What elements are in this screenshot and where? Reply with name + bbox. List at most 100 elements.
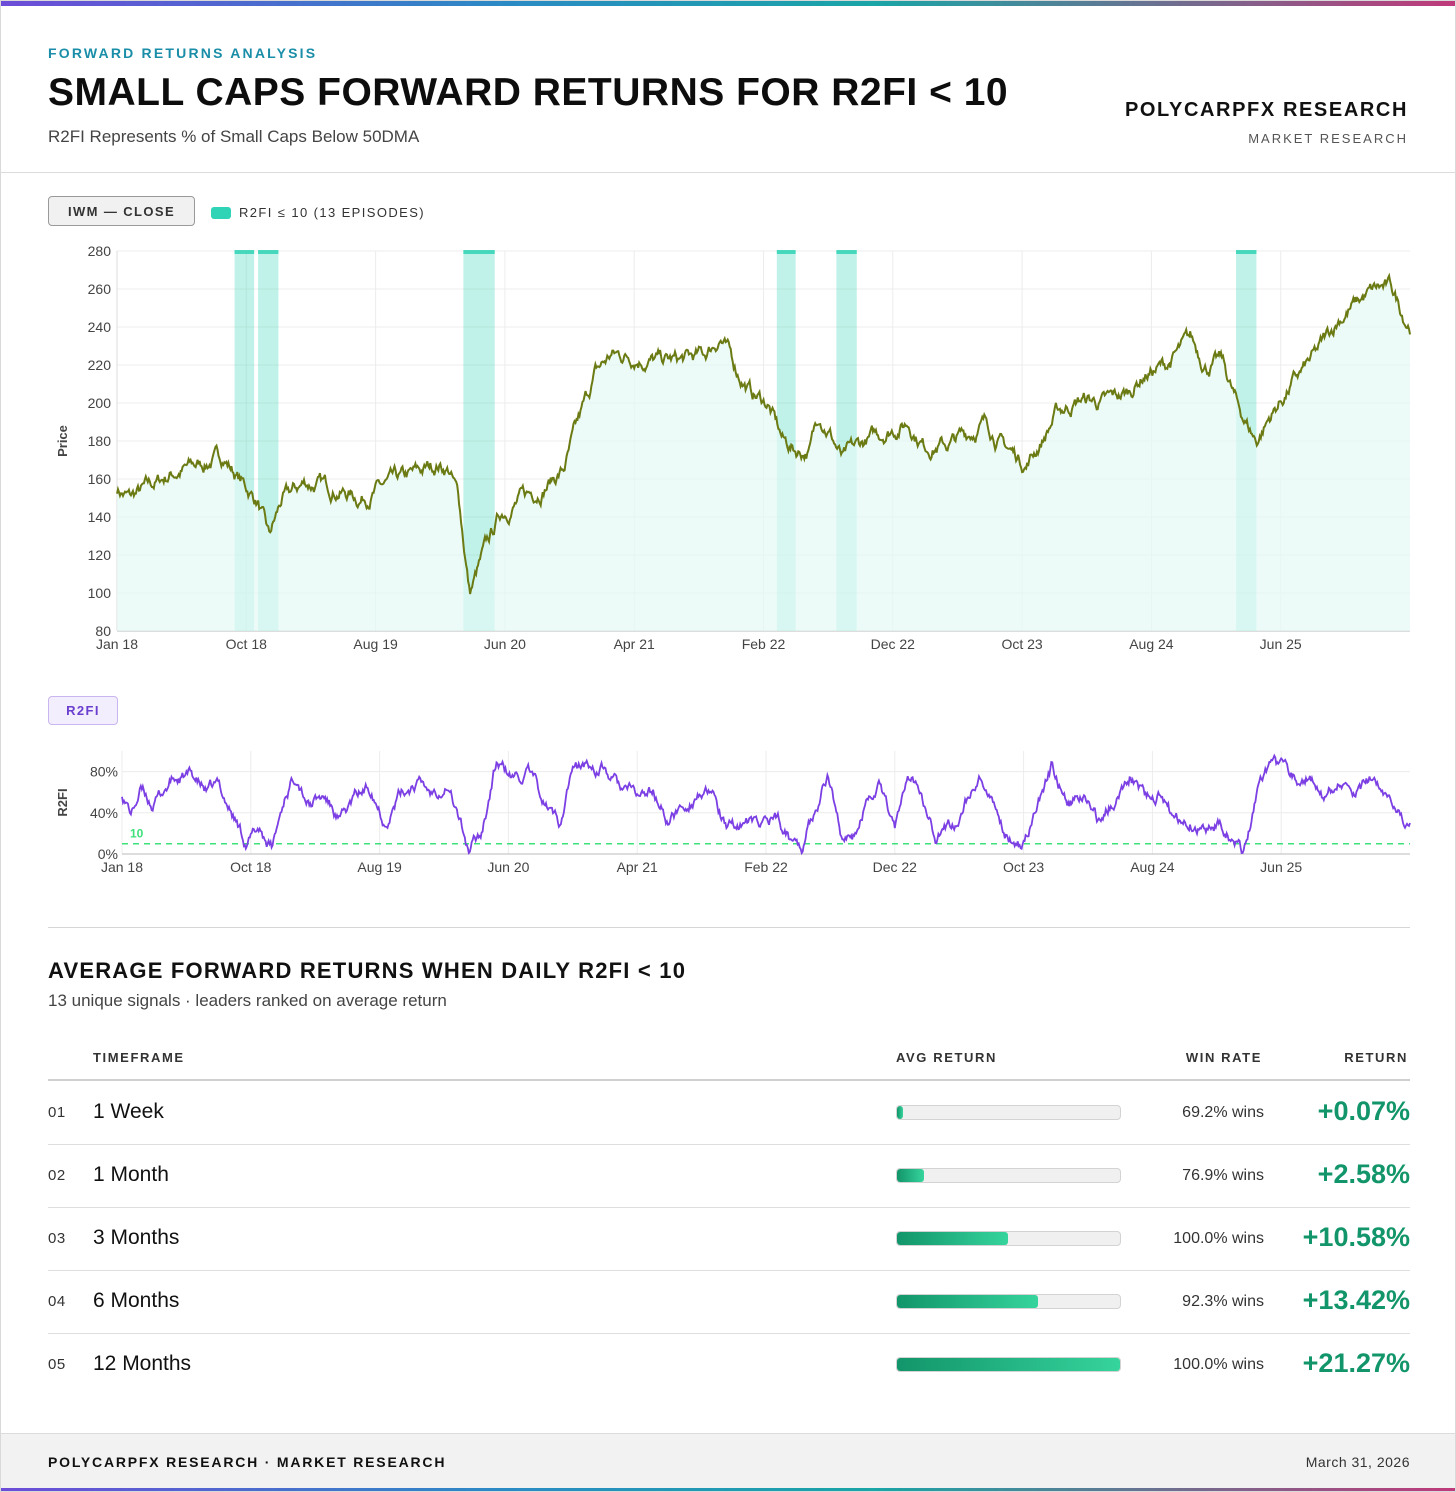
x-tick-label: Oct 18 <box>226 636 267 652</box>
y-axis-label: R2FI <box>55 788 70 816</box>
x-tick-label: Aug 19 <box>353 636 398 652</box>
x-tick-label: Jun 25 <box>1260 636 1302 652</box>
row-index: 01 <box>48 1104 66 1121</box>
y-tick-label: 200 <box>88 395 112 411</box>
episode-legend: R2FI ≤ 10 (13 EPISODES) <box>211 205 425 220</box>
return-bar-fill <box>897 1358 1120 1371</box>
y-tick-label: 0% <box>98 846 118 862</box>
row-win-rate: 100.0% wins <box>1173 1356 1264 1373</box>
episode-band-cap <box>776 250 796 254</box>
top-gradient-bar <box>1 1 1455 6</box>
x-tick-label: Oct 18 <box>230 859 271 875</box>
return-bar-track <box>896 1168 1121 1183</box>
bottom-gradient-bar <box>1 1488 1455 1491</box>
return-bar-fill <box>897 1232 1008 1245</box>
episode-legend-label: R2FI ≤ 10 (13 EPISODES) <box>239 205 425 220</box>
y-tick-label: 260 <box>88 281 112 297</box>
return-bar-fill <box>897 1169 925 1182</box>
row-timeframe: 1 Week <box>93 1100 164 1123</box>
row-timeframe: 3 Months <box>93 1226 180 1249</box>
y-tick-label: 80 <box>95 623 111 639</box>
footer-brand: POLYCARPFX RESEARCH · MARKET RESEARCH <box>48 1454 447 1470</box>
row-win-rate: 92.3% wins <box>1182 1293 1264 1310</box>
x-tick-label: Jan 18 <box>101 859 143 875</box>
row-return: +13.42% <box>1302 1285 1410 1315</box>
page-subtitle: R2FI Represents % of Small Caps Below 50… <box>48 127 420 146</box>
header-return: RETURN <box>1344 1050 1408 1065</box>
x-tick-label: Aug 24 <box>1129 636 1174 652</box>
y-tick-label: 160 <box>88 471 112 487</box>
header-divider <box>1 172 1455 173</box>
price-area <box>117 275 1410 631</box>
row-win-rate: 100.0% wins <box>1173 1230 1264 1247</box>
header-timeframe: TIMEFRAME <box>93 1050 185 1065</box>
episode-band-cap <box>836 250 857 254</box>
y-tick-label: 100 <box>88 585 112 601</box>
row-return: +0.07% <box>1317 1096 1410 1126</box>
y-tick-label: 180 <box>88 433 112 449</box>
episode-band-cap <box>234 250 255 254</box>
returns-subtitle: 13 unique signals · leaders ranked on av… <box>48 991 447 1010</box>
table-row[interactable]: 02 1 Month 76.9% wins +2.58% <box>48 1145 1410 1208</box>
row-return: +10.58% <box>1302 1222 1410 1252</box>
return-bar-track <box>896 1105 1121 1120</box>
y-tick-label: 40% <box>90 805 118 821</box>
threshold-label: 10 <box>130 827 144 841</box>
header-avg-return: AVG RETURN <box>896 1050 997 1065</box>
returns-title: AVERAGE FORWARD RETURNS WHEN DAILY R2FI … <box>48 958 687 983</box>
table-header-rule <box>48 1079 1410 1081</box>
table-row[interactable]: 04 6 Months 92.3% wins +13.42% <box>48 1271 1410 1334</box>
x-tick-label: Feb 22 <box>742 636 786 652</box>
y-tick-label: 140 <box>88 509 112 525</box>
episode-band-cap <box>1236 250 1257 254</box>
y-axis-label: Price <box>55 425 70 457</box>
y-tick-label: 220 <box>88 357 112 373</box>
row-index: 03 <box>48 1230 66 1247</box>
brand-name: POLYCARPFX RESEARCH <box>1124 99 1408 121</box>
row-timeframe: 12 Months <box>93 1352 192 1375</box>
return-bar-track <box>896 1231 1121 1246</box>
x-tick-label: Aug 24 <box>1130 859 1175 875</box>
x-tick-label: Oct 23 <box>1001 636 1042 652</box>
price-line <box>116 272 1411 595</box>
row-index: 02 <box>48 1167 66 1184</box>
r2fi-chart: 0% 40% 80% Jan 18 Oct 18 Aug 19 Jun 20 Apr 21 Fe… <box>55 751 1411 875</box>
episode-band-cap <box>463 250 495 254</box>
brand-subtitle: MARKET RESEARCH <box>1248 131 1408 146</box>
x-tick-label: Jan 18 <box>96 636 138 652</box>
table-row[interactable]: 05 12 Months 100.0% wins +21.27% <box>48 1334 1410 1397</box>
x-tick-label: Dec 22 <box>873 859 918 875</box>
return-bar-track <box>896 1357 1121 1372</box>
x-tick-label: Oct 23 <box>1003 859 1044 875</box>
episode-swatch <box>211 206 231 219</box>
x-tick-label: Jun 25 <box>1260 859 1302 875</box>
return-bar-fill <box>897 1295 1038 1308</box>
row-return: +2.58% <box>1317 1159 1410 1189</box>
x-tick-label: Aug 19 <box>357 859 402 875</box>
row-timeframe: 6 Months <box>93 1289 180 1312</box>
return-bar-fill <box>897 1106 903 1119</box>
r2fi-line <box>121 753 1411 856</box>
r2fi-pill[interactable]: R2FI <box>48 696 118 725</box>
row-return: +21.27% <box>1302 1348 1410 1378</box>
table-row[interactable]: 01 1 Week 69.2% wins +0.07% <box>48 1082 1410 1145</box>
x-tick-label: Jun 20 <box>484 636 526 652</box>
x-tick-label: Apr 21 <box>617 859 658 875</box>
price-chart: 80 100 120 140 160 180 200 220 240 260 280 Jan 18 Oc… <box>55 243 1411 652</box>
row-timeframe: 1 Month <box>93 1163 169 1186</box>
row-win-rate: 76.9% wins <box>1182 1167 1264 1184</box>
y-tick-label: 120 <box>88 547 112 563</box>
kicker-label: FORWARD RETURNS ANALYSIS <box>48 45 318 61</box>
page-title: SMALL CAPS FORWARD RETURNS FOR R2FI < 10 <box>48 71 1009 114</box>
return-bar-track <box>896 1294 1121 1309</box>
x-tick-label: Apr 21 <box>614 636 655 652</box>
table-row[interactable]: 03 3 Months 100.0% wins +10.58% <box>48 1208 1410 1271</box>
section-divider <box>48 927 1410 928</box>
footer: POLYCARPFX RESEARCH · MARKET RESEARCH Ma… <box>1 1433 1455 1490</box>
x-tick-label: Jun 20 <box>487 859 529 875</box>
y-tick-label: 240 <box>88 319 112 335</box>
x-tick-label: Feb 22 <box>744 859 788 875</box>
iwm-close-pill[interactable]: IWM — CLOSE <box>48 196 195 226</box>
x-tick-label: Dec 22 <box>871 636 916 652</box>
